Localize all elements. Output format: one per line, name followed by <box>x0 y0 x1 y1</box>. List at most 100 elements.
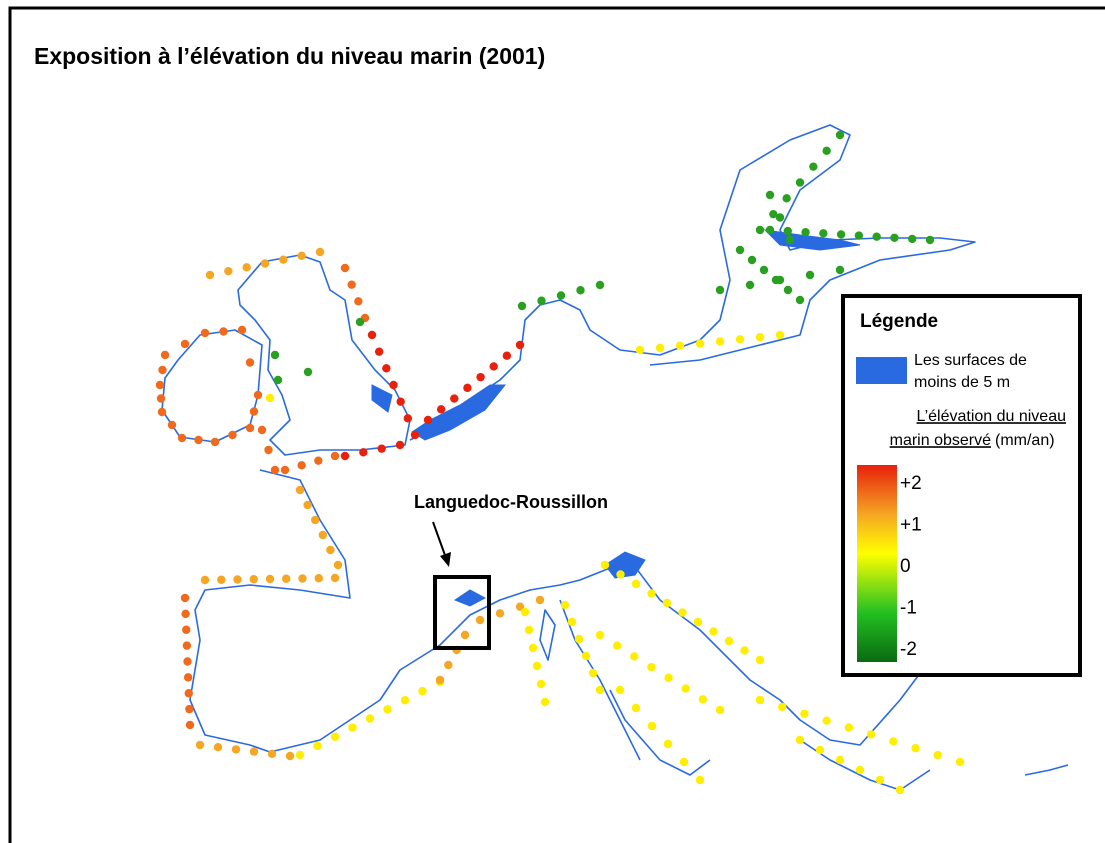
station-dot <box>257 425 267 435</box>
scale-title: marin observé <box>890 432 991 449</box>
station-dot <box>872 232 881 241</box>
coastlines <box>161 124 1069 791</box>
station-dot <box>213 743 223 752</box>
station-dot <box>647 589 656 598</box>
station-dot <box>759 265 769 275</box>
station-dot <box>340 263 350 273</box>
station-dot <box>450 394 459 403</box>
station-dot <box>724 636 734 646</box>
station-dot <box>333 560 343 570</box>
station-dot <box>245 358 255 367</box>
station-dot <box>167 420 177 430</box>
station-dot <box>396 397 405 406</box>
station-dot <box>200 575 210 585</box>
station-dot <box>205 270 215 280</box>
station-dot <box>495 609 505 618</box>
station-dot <box>647 721 657 731</box>
station-dot <box>182 641 192 650</box>
station-dot <box>314 456 323 465</box>
frame <box>8 6 1105 843</box>
station-dot <box>347 280 356 289</box>
station-dot <box>595 630 605 640</box>
station-dot <box>755 225 765 235</box>
station-dot <box>815 745 825 755</box>
station-dot <box>800 709 809 718</box>
station-dot <box>775 213 785 222</box>
annotation-arrow <box>432 521 447 559</box>
station-dot <box>160 350 170 360</box>
station-dot <box>423 415 433 425</box>
station-dot <box>560 600 570 610</box>
map-title: Exposition à l’élévation du niveau marin… <box>34 43 545 69</box>
scale-tick-label: +1 <box>900 515 922 536</box>
station-dot <box>866 730 876 739</box>
station-dot <box>735 335 745 344</box>
station-dot <box>698 695 708 704</box>
station-dot <box>681 684 690 693</box>
lowland-label: Les surfaces de <box>914 352 1027 369</box>
station-dot <box>765 225 775 235</box>
station-dot <box>228 430 237 440</box>
station-dot <box>647 662 656 672</box>
station-dot <box>180 593 190 603</box>
station-dot <box>418 686 427 696</box>
station-dot <box>224 266 233 276</box>
scale-tick-label: +2 <box>900 473 922 494</box>
station-dot <box>556 291 566 300</box>
station-dot <box>574 634 584 644</box>
station-dot <box>600 560 610 570</box>
station-dot <box>260 259 270 268</box>
station-dot <box>348 723 357 732</box>
station-dot <box>195 740 205 750</box>
station-dot <box>177 433 187 443</box>
station-dot <box>809 162 818 171</box>
station-dot <box>210 437 220 447</box>
station-dot <box>270 350 280 360</box>
station-dot <box>765 190 775 200</box>
station-dot <box>679 757 689 767</box>
station-dot <box>313 741 322 751</box>
station-dot <box>795 735 805 745</box>
legend: Légende Les surfaces de moins de 5 m L’é… <box>841 294 1082 677</box>
station-dot <box>890 233 899 242</box>
station-dot <box>631 579 641 589</box>
station-dot <box>520 607 530 617</box>
station-dot <box>298 574 307 583</box>
station-dot <box>359 448 368 457</box>
station-dot <box>822 146 831 156</box>
station-dot <box>528 643 538 653</box>
station-dot <box>895 785 905 795</box>
station-dot <box>330 573 340 583</box>
station-dot <box>282 574 291 583</box>
station-dot <box>280 465 290 475</box>
station-dot <box>567 617 577 627</box>
station-dot <box>182 625 191 634</box>
scale-title: L’élévation du niveau <box>917 408 1066 425</box>
station-dot <box>389 380 398 390</box>
station-dot <box>354 297 363 306</box>
station-dot <box>155 380 165 390</box>
station-dot <box>382 364 391 373</box>
station-dot <box>695 339 705 348</box>
station-dot <box>330 732 340 741</box>
station-dot <box>265 574 275 584</box>
station-dot <box>955 757 965 767</box>
station-dot <box>400 696 410 705</box>
station-dot <box>315 247 325 257</box>
highlight-box <box>433 575 491 650</box>
legend-title: Légende <box>860 311 938 332</box>
station-dot <box>231 745 241 754</box>
station-dot <box>933 750 942 760</box>
station-dot <box>663 739 673 749</box>
station-dot <box>365 714 375 723</box>
station-dot <box>785 235 795 245</box>
station-dot <box>340 451 350 461</box>
station-dot <box>616 570 625 579</box>
station-dot <box>911 744 920 753</box>
station-dot <box>536 679 546 689</box>
station-dot <box>855 765 865 775</box>
station-dot <box>835 130 845 140</box>
station-dot <box>318 530 327 540</box>
station-dot <box>631 703 641 713</box>
station-dot <box>185 720 195 730</box>
